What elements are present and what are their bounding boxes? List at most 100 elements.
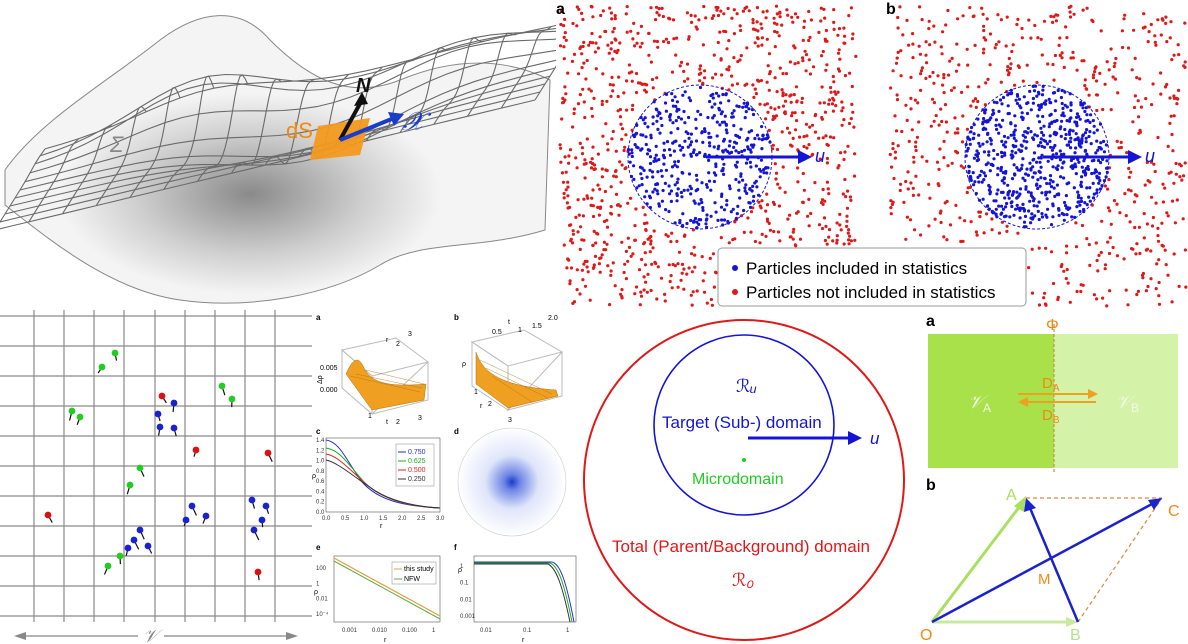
particle-inside: [638, 165, 643, 169]
particle-outside: [564, 170, 568, 174]
particle-outside: [997, 231, 1002, 235]
particle-inside: [1049, 223, 1054, 227]
particle-outside: [765, 192, 769, 196]
particle-inside: [682, 188, 686, 192]
particle-outside: [831, 96, 835, 100]
particle-inside: [633, 143, 637, 147]
particle-inside: [682, 153, 686, 157]
particle-inside: [675, 199, 679, 203]
particle-green: [126, 481, 134, 489]
particle-outside: [732, 56, 736, 60]
particle-outside: [977, 85, 981, 89]
particle-inside: [1088, 186, 1092, 190]
particle-outside: [912, 155, 916, 159]
particle-inside: [718, 123, 722, 127]
particle-inside: [734, 149, 738, 153]
particle-outside: [942, 139, 946, 143]
particle-outside: [745, 82, 749, 86]
particle-inside: [687, 96, 691, 100]
particle-inside: [1049, 145, 1053, 149]
particle-outside: [623, 262, 627, 266]
tick-label: 1.0: [360, 516, 369, 522]
particle-outside: [1112, 199, 1117, 203]
particle-outside: [570, 59, 575, 64]
particle-inside: [689, 154, 693, 158]
particle-inside: [757, 193, 761, 197]
particle-outside: [1095, 93, 1099, 97]
particle-inside: [992, 100, 996, 104]
particle-outside: [902, 200, 906, 204]
particle-outside: [1170, 58, 1174, 62]
particle-outside: [765, 80, 769, 84]
particle-outside: [896, 144, 900, 148]
particle-inside: [648, 168, 652, 172]
particle-inside: [642, 168, 646, 172]
particle-inside: [707, 131, 711, 135]
particle-inside: [1077, 142, 1081, 146]
db-label: D: [1042, 407, 1053, 424]
particle-inside: [734, 177, 738, 182]
particle-outside: [912, 160, 916, 164]
particle-outside: [911, 193, 915, 197]
particle-outside: [591, 214, 596, 219]
particle-outside: [563, 30, 567, 35]
particle-inside: [765, 136, 769, 140]
particle-outside: [1150, 224, 1155, 228]
total-domain-circle: [583, 319, 905, 641]
particle-inside: [711, 116, 715, 120]
particle-inside: [1101, 157, 1105, 161]
particle-outside: [802, 19, 807, 23]
particle-outside: [969, 220, 973, 224]
particle-outside: [945, 199, 949, 203]
particle-outside: [837, 27, 842, 31]
particle-red: [158, 392, 166, 400]
particle-outside: [981, 12, 985, 16]
particle-outside: [911, 31, 915, 36]
particle-outside: [1143, 25, 1147, 29]
particle-inside: [1015, 93, 1019, 97]
particle-inside: [1081, 134, 1085, 138]
particle-outside: [930, 97, 935, 101]
particle-panel-a: [558, 4, 858, 307]
particle-inside: [1026, 190, 1031, 194]
particle-outside: [1183, 60, 1187, 64]
particle-green: [98, 363, 106, 371]
particle-red: [192, 446, 200, 454]
particle-outside: [780, 130, 784, 134]
particle-outside: [562, 196, 566, 200]
particle-outside: [571, 125, 575, 129]
particle-inside: [648, 205, 652, 210]
particle-outside: [952, 86, 956, 90]
particle-inside: [999, 204, 1004, 208]
particle-inside: [701, 208, 705, 212]
particle-outside: [673, 264, 677, 268]
particle-inside: [689, 218, 693, 223]
particle-inside: [752, 194, 756, 199]
particle-outside: [793, 128, 798, 132]
particle-inside: [737, 105, 741, 109]
particle-outside: [839, 151, 843, 155]
particle-outside: [968, 6, 972, 10]
particle-inside: [1040, 130, 1044, 135]
particle-outside: [941, 30, 945, 34]
particle-outside: [948, 59, 952, 63]
particle-outside: [598, 205, 603, 209]
particle-outside: [891, 69, 895, 73]
plot-b-letter: b: [454, 313, 459, 322]
particle-inside: [1000, 179, 1004, 183]
particle-outside: [944, 23, 948, 27]
particle-outside: [567, 258, 571, 262]
particle-outside: [559, 22, 563, 27]
particle-outside: [807, 143, 811, 147]
particle-inside: [711, 96, 715, 100]
particle-outside: [1106, 240, 1110, 244]
particle-outside: [585, 58, 589, 63]
particle-inside: [661, 188, 665, 193]
particle-outside: [634, 285, 639, 289]
particle-inside: [1022, 220, 1027, 224]
particle-outside: [1080, 59, 1084, 63]
particle-outside: [904, 237, 908, 241]
particle-outside: [623, 145, 627, 149]
particle-inside: [972, 156, 976, 160]
particle-outside: [656, 45, 660, 49]
